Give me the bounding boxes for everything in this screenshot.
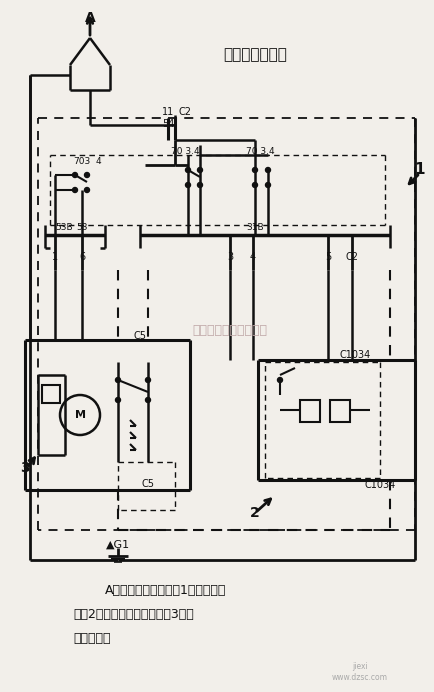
Text: 6: 6: [79, 252, 85, 262]
Text: C1034: C1034: [365, 480, 396, 490]
Text: C5: C5: [134, 331, 147, 341]
Circle shape: [197, 183, 203, 188]
Text: jiexi
www.dzsc.com: jiexi www.dzsc.com: [332, 662, 388, 682]
Circle shape: [72, 188, 78, 192]
Text: 4: 4: [250, 252, 256, 262]
Text: 1: 1: [415, 163, 425, 178]
Circle shape: [72, 172, 78, 178]
Text: 31B: 31B: [246, 224, 264, 233]
Circle shape: [185, 183, 191, 188]
Circle shape: [115, 397, 121, 403]
Circle shape: [115, 378, 121, 383]
Circle shape: [253, 167, 257, 172]
Text: M: M: [75, 410, 85, 420]
Circle shape: [145, 378, 151, 383]
Text: 4: 4: [95, 158, 101, 167]
Text: 刷器继电器: 刷器继电器: [73, 632, 111, 644]
Bar: [42, 385, 60, 403]
Text: C1034: C1034: [339, 350, 371, 360]
Text: 703: 703: [73, 158, 90, 167]
Text: A: A: [85, 11, 95, 25]
Text: C2: C2: [345, 252, 358, 262]
Bar: [300, 400, 320, 422]
Circle shape: [197, 167, 203, 172]
Text: 杭州将睽科技有限公司: 杭州将睽科技有限公司: [193, 323, 267, 336]
Text: 3: 3: [227, 252, 233, 262]
Text: C2: C2: [178, 107, 191, 117]
Circle shape: [253, 183, 257, 188]
Text: 70 3.4: 70 3.4: [171, 147, 199, 156]
Text: 11: 11: [162, 107, 174, 117]
Circle shape: [85, 172, 89, 178]
Circle shape: [185, 167, 191, 172]
Text: 5: 5: [325, 252, 331, 262]
Text: 54: 54: [162, 119, 174, 129]
Text: 2: 2: [250, 506, 260, 520]
Text: 1: 1: [52, 252, 58, 262]
Text: 3: 3: [20, 461, 30, 475]
Bar: [330, 400, 350, 422]
Text: A－至中央电气盒　　1－雨刷器开: A－至中央电气盒 1－雨刷器开: [105, 583, 227, 597]
Text: ▲G1: ▲G1: [106, 540, 130, 550]
Text: 70 3.4: 70 3.4: [246, 147, 274, 156]
Text: C5: C5: [141, 479, 155, 489]
Circle shape: [145, 397, 151, 403]
Text: 前雨刷器电路图: 前雨刷器电路图: [223, 48, 287, 62]
Text: 关　2－间歇雨刷器继电器　3－雨: 关 2－间歇雨刷器继电器 3－雨: [73, 608, 194, 621]
Circle shape: [277, 378, 283, 383]
Text: 53B: 53B: [55, 224, 72, 233]
Text: 53: 53: [76, 224, 88, 233]
Circle shape: [266, 167, 270, 172]
Circle shape: [85, 188, 89, 192]
Circle shape: [266, 183, 270, 188]
